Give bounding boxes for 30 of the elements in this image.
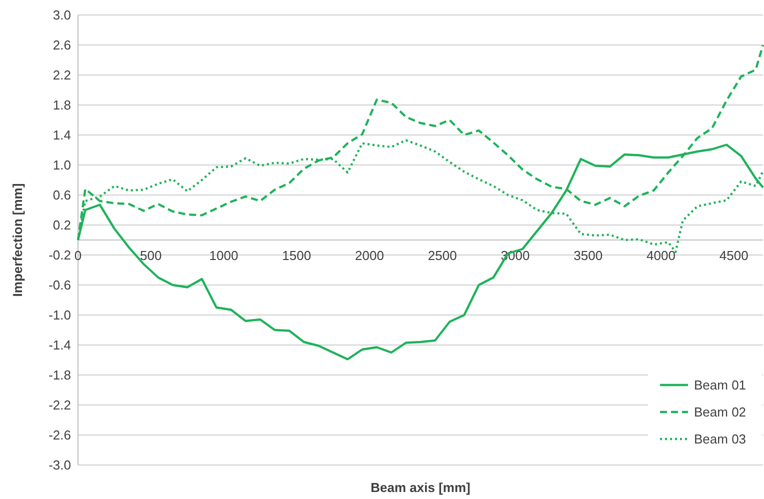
x-tick-label: 2500 bbox=[428, 248, 457, 263]
y-tick-label: -0.2 bbox=[48, 248, 71, 263]
x-tick-label: 4000 bbox=[646, 248, 676, 263]
y-tick-label: -2.2 bbox=[48, 398, 71, 413]
y-tick-label: 2.2 bbox=[52, 68, 71, 83]
legend-label: Beam 02 bbox=[694, 404, 746, 420]
x-tick-label: 0 bbox=[74, 248, 82, 263]
y-tick-label: -1.8 bbox=[48, 368, 71, 383]
y-tick-label: 2.6 bbox=[52, 38, 71, 53]
y-tick-label: 0.6 bbox=[52, 188, 71, 203]
y-tick-label: 1.0 bbox=[52, 158, 71, 173]
y-tick-label: -0.6 bbox=[48, 278, 71, 293]
y-tick-label: 3.0 bbox=[52, 8, 71, 23]
y-tick-label: -1.0 bbox=[48, 308, 71, 323]
x-tick-label: 2000 bbox=[355, 248, 384, 263]
y-tick-label: 1.8 bbox=[52, 98, 71, 113]
x-tick-label: 4500 bbox=[719, 248, 748, 263]
y-tick-label: -1.4 bbox=[48, 338, 71, 353]
x-axis-title: Beam axis [mm] bbox=[370, 480, 470, 495]
legend-label: Beam 01 bbox=[694, 378, 746, 393]
x-tick-label: 500 bbox=[140, 248, 162, 263]
y-tick-label: -3.0 bbox=[48, 458, 71, 473]
x-tick-label: 1500 bbox=[282, 248, 312, 263]
x-tick-label: 1000 bbox=[209, 248, 238, 263]
y-tick-label: 0.2 bbox=[52, 218, 71, 233]
x-tick-label: 3500 bbox=[574, 248, 603, 263]
legend-label: Beam 03 bbox=[694, 432, 746, 447]
y-tick-label: 1.4 bbox=[52, 128, 71, 143]
y-axis-title: Imperfection [mm] bbox=[10, 183, 25, 297]
y-tick-label: -2.6 bbox=[48, 428, 71, 443]
